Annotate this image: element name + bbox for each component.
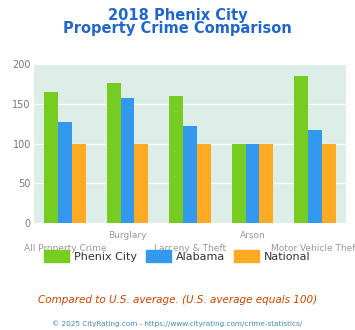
Bar: [169, 96, 183, 223]
Bar: [121, 98, 134, 223]
Legend: Phenix City, Alabama, National: Phenix City, Alabama, National: [40, 246, 315, 267]
Text: Compared to U.S. average. (U.S. average equals 100): Compared to U.S. average. (U.S. average …: [38, 295, 317, 305]
Bar: [107, 82, 121, 223]
Bar: [322, 144, 335, 223]
Bar: [232, 144, 246, 223]
Text: Motor Vehicle Theft: Motor Vehicle Theft: [271, 244, 355, 253]
Bar: [44, 92, 58, 223]
Bar: [134, 144, 148, 223]
Bar: [72, 144, 86, 223]
Text: © 2025 CityRating.com - https://www.cityrating.com/crime-statistics/: © 2025 CityRating.com - https://www.city…: [53, 321, 302, 327]
Bar: [58, 122, 72, 223]
Bar: [197, 144, 211, 223]
Bar: [294, 76, 308, 223]
Bar: [183, 126, 197, 223]
Text: Property Crime Comparison: Property Crime Comparison: [63, 21, 292, 36]
Bar: [246, 144, 259, 223]
Text: 2018 Phenix City: 2018 Phenix City: [108, 8, 247, 23]
Bar: [308, 130, 322, 223]
Text: Arson: Arson: [240, 231, 265, 240]
Text: All Property Crime: All Property Crime: [24, 244, 106, 253]
Bar: [259, 144, 273, 223]
Text: Burglary: Burglary: [108, 231, 147, 240]
Text: Larceny & Theft: Larceny & Theft: [154, 244, 226, 253]
